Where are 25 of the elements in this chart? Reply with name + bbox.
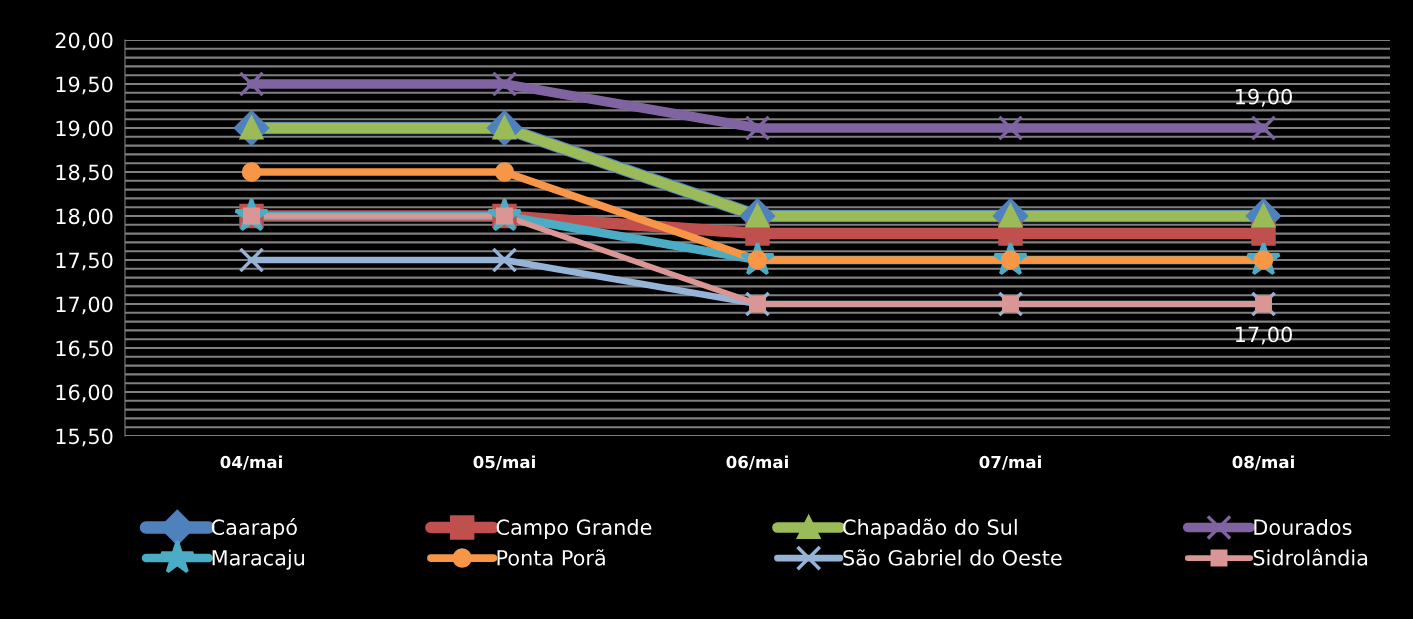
y-tick-label: 19,50 bbox=[56, 76, 113, 95]
y-tick-label: 16,50 bbox=[56, 340, 113, 359]
legend-label: Campo Grande bbox=[496, 518, 652, 540]
legend-label: Maracaju bbox=[212, 549, 305, 570]
legend-label: Dourados bbox=[1254, 518, 1352, 536]
legend-label: São Gabriel do Oeste bbox=[843, 549, 1062, 566]
y-tick-label: 18,00 bbox=[56, 208, 113, 227]
y-tick-label: 16,00 bbox=[56, 384, 113, 403]
data-label: 19,00 bbox=[1235, 88, 1292, 107]
y-tick-label: 19,00 bbox=[56, 120, 113, 139]
legend-label: Caarapó bbox=[211, 518, 297, 540]
legend-label: Ponta Porã bbox=[497, 549, 605, 566]
y-tick-label: 18,50 bbox=[56, 164, 113, 183]
legend-label: Chapadão do Sul bbox=[843, 518, 1017, 540]
x-tick-label: 06/mai bbox=[726, 455, 788, 470]
y-tick-label: 15,50 bbox=[56, 428, 113, 447]
x-tick-label: 07/mai bbox=[979, 455, 1041, 470]
y-tick-label: 20,00 bbox=[55, 32, 113, 51]
data-label: 17,00 bbox=[1235, 326, 1292, 345]
x-tick-label: 08/mai bbox=[1232, 455, 1294, 470]
y-tick-label: 17,00 bbox=[56, 296, 113, 315]
x-tick-label: 05/mai bbox=[473, 455, 535, 470]
legend-label: Sidrolândia bbox=[1253, 548, 1368, 566]
y-tick-label: 17,50 bbox=[56, 252, 113, 271]
x-tick-label: 04/mai bbox=[220, 455, 282, 470]
